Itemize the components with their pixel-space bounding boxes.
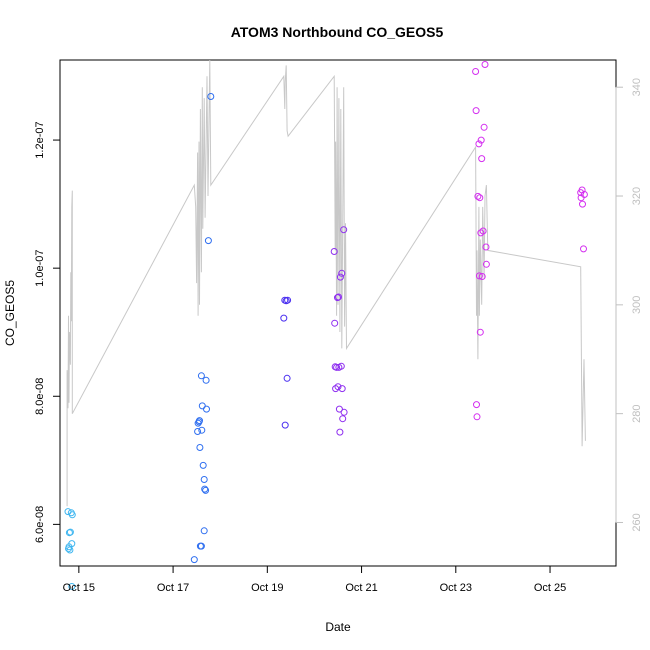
- data-point-29: [207, 93, 215, 100]
- data-point-27: [203, 405, 210, 413]
- value-line-path: [66, 59, 586, 507]
- data-point-65: [478, 155, 486, 163]
- data-point-51: [339, 415, 347, 423]
- y2-tick-label-1: 280: [631, 404, 643, 422]
- data-point-9: [68, 583, 76, 590]
- x-axis-label: Date: [325, 620, 351, 634]
- y-tick-label-0: 6.0e-08: [34, 506, 46, 543]
- data-point-19: [198, 426, 206, 434]
- data-point-59: [475, 140, 483, 148]
- data-point-32: [281, 421, 289, 429]
- data-point-26: [202, 376, 210, 384]
- data-point-67: [479, 227, 487, 235]
- x-tick-label-4: Oct 23: [440, 582, 472, 594]
- x-tick-label-0: Oct 15: [63, 582, 95, 594]
- data-point-47: [336, 273, 344, 281]
- data-point-17: [197, 542, 205, 550]
- data-point-42: [334, 383, 342, 391]
- data-point-77: [580, 191, 588, 198]
- y-axis-right: 260 280 300 320 340: [615, 78, 643, 532]
- data-point-11: [194, 428, 202, 435]
- x-axis: Oct 15 Oct 17 Oct 19 Oct 21 Oct 23 Oct 25: [63, 565, 566, 594]
- data-point-34: [283, 374, 291, 382]
- data-point-76: [580, 245, 587, 253]
- data-point-68: [480, 123, 488, 131]
- data-point-48: [337, 362, 345, 370]
- x-tick-label-3: Oct 21: [345, 582, 377, 594]
- data-point-28: [204, 237, 212, 245]
- data-point-5: [66, 528, 74, 536]
- data-point-10: [190, 556, 198, 564]
- data-point-30: [280, 314, 288, 322]
- data-point-62: [476, 328, 484, 336]
- y2-tick-label-4: 340: [631, 78, 643, 96]
- x-tick-label-5: Oct 25: [534, 582, 566, 594]
- data-point-64: [477, 136, 485, 144]
- data-point-8: [68, 511, 76, 519]
- data-point-55: [472, 107, 480, 115]
- data-point-18: [197, 372, 205, 380]
- data-point-61: [476, 194, 484, 202]
- data-point-23: [200, 527, 208, 535]
- y-tick-label-2: 1.0e-07: [34, 250, 46, 287]
- data-point-14: [196, 417, 203, 425]
- x-tick-label-2: Oct 19: [251, 582, 283, 594]
- data-point-20: [198, 402, 206, 410]
- y-axis-label: CO_GEOS5: [3, 280, 17, 346]
- data-point-43: [335, 293, 342, 301]
- data-point-58: [474, 192, 482, 200]
- y-axis-left: 6.0e-08 8.0e-08 1.0e-07 1.2e-07: [34, 121, 61, 543]
- data-point-57: [473, 413, 481, 421]
- value-line: [66, 59, 586, 507]
- data-point-24: [201, 485, 209, 493]
- data-point-54: [472, 68, 480, 75]
- y-tick-label-1: 8.0e-08: [34, 378, 46, 415]
- data-point-66: [478, 273, 486, 280]
- data-point-45: [335, 405, 343, 413]
- data-point-4: [66, 546, 74, 554]
- data-point-52: [340, 226, 348, 234]
- data-point-71: [482, 260, 490, 268]
- data-point-56: [473, 401, 480, 409]
- data-point-46: [336, 428, 344, 436]
- data-point-22: [200, 476, 208, 483]
- data-point-40: [333, 363, 341, 371]
- data-point-21: [199, 461, 207, 469]
- chart-title: ATOM3 Northbound CO_GEOS5: [231, 24, 444, 40]
- data-points: [64, 61, 588, 590]
- data-point-50: [338, 385, 346, 393]
- data-point-75: [579, 200, 586, 208]
- plot-frame: [59, 59, 617, 567]
- data-point-15: [196, 444, 204, 451]
- y2-tick-label-0: 260: [631, 513, 643, 531]
- data-point-69: [481, 61, 489, 68]
- x-tick-label-1: Oct 17: [157, 582, 189, 594]
- y2-tick-label-3: 320: [631, 187, 643, 205]
- data-point-53: [340, 408, 348, 416]
- data-point-49: [338, 269, 346, 277]
- y-tick-label-3: 1.2e-07: [34, 121, 46, 158]
- data-point-35: [284, 296, 292, 304]
- data-point-63: [477, 229, 485, 237]
- data-point-7: [68, 540, 76, 548]
- data-point-70: [482, 243, 490, 251]
- data-point-36: [330, 248, 338, 255]
- data-point-37: [331, 319, 339, 327]
- data-point-25: [202, 486, 210, 494]
- y2-tick-label-2: 300: [631, 296, 643, 314]
- data-point-60: [475, 272, 483, 280]
